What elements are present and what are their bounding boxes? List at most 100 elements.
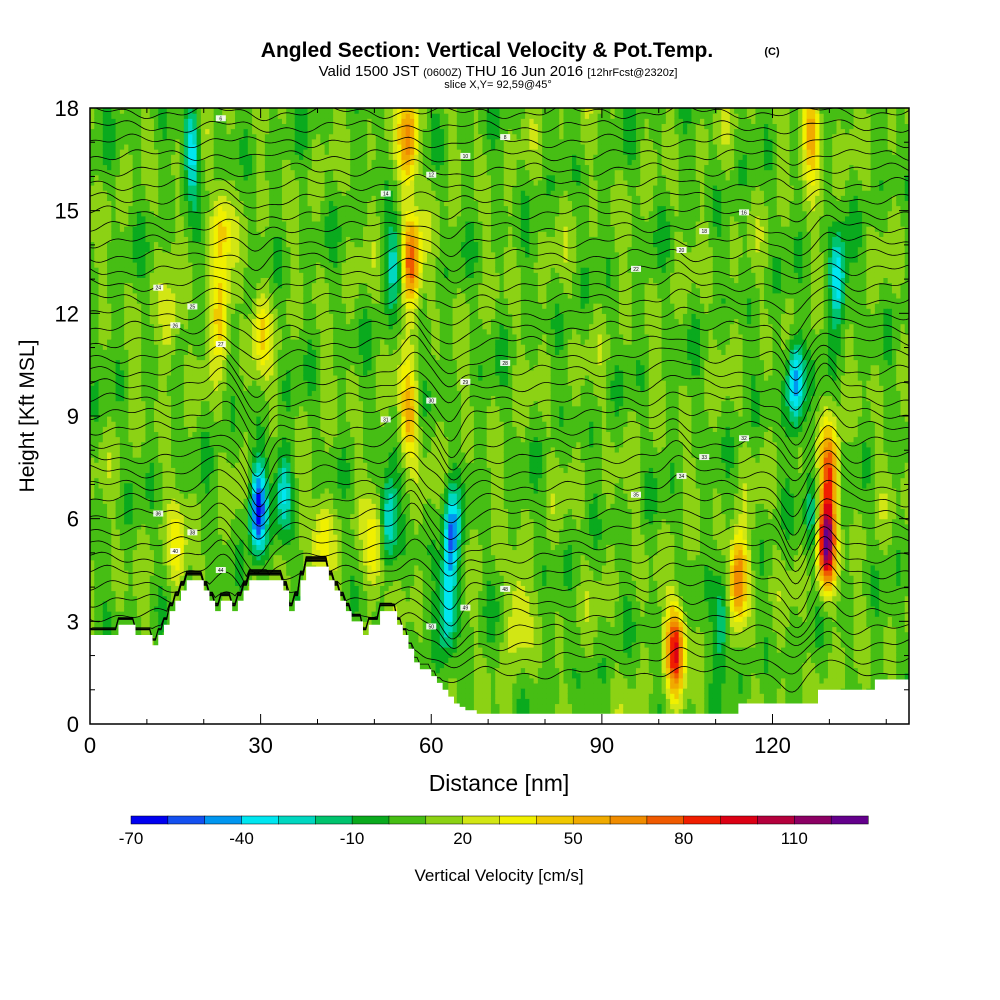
velocity-cell xyxy=(179,149,185,155)
velocity-cell xyxy=(162,611,168,617)
velocity-cell xyxy=(200,441,206,448)
velocity-cell xyxy=(179,215,185,222)
velocity-cell xyxy=(145,333,151,340)
velocity-cell xyxy=(205,297,211,304)
velocity-cell xyxy=(230,272,236,278)
velocity-cell xyxy=(171,354,176,361)
velocity-cell xyxy=(115,262,121,268)
velocity-cell xyxy=(166,277,172,284)
velocity-cell xyxy=(179,272,185,278)
velocity-cell xyxy=(200,174,206,181)
velocity-cell xyxy=(222,549,228,556)
velocity-cell xyxy=(217,154,223,160)
velocity-cell xyxy=(102,256,108,263)
velocity-cell xyxy=(158,477,164,484)
velocity-cell xyxy=(252,457,257,463)
velocity-cell xyxy=(166,410,172,417)
velocity-cell xyxy=(243,292,249,299)
velocity-cell xyxy=(196,503,202,509)
velocity-cell xyxy=(111,539,117,545)
velocity-cell xyxy=(252,441,257,448)
velocity-cell xyxy=(111,426,117,432)
velocity-cell xyxy=(158,318,164,325)
velocity-cell xyxy=(188,205,193,212)
velocity-cell xyxy=(128,328,134,335)
velocity-cell xyxy=(235,318,240,325)
velocity-cell xyxy=(162,554,168,561)
velocity-cell xyxy=(256,220,262,227)
velocity-cell xyxy=(196,400,202,407)
velocity-cell xyxy=(111,159,117,166)
velocity-cell xyxy=(141,559,147,566)
velocity-cell xyxy=(145,174,151,181)
velocity-cell xyxy=(200,287,206,294)
velocity-cell xyxy=(260,344,266,350)
velocity-cell xyxy=(252,256,257,263)
velocity-cell xyxy=(247,477,253,484)
velocity-cell xyxy=(171,575,176,581)
velocity-cell xyxy=(200,564,206,571)
velocity-cell xyxy=(145,395,151,402)
velocity-cell xyxy=(217,236,223,243)
velocity-cell xyxy=(175,508,181,515)
velocity-cell xyxy=(145,580,151,586)
velocity-cell xyxy=(179,226,185,232)
velocity-cell xyxy=(94,564,100,571)
velocity-cell xyxy=(166,359,172,366)
velocity-cell xyxy=(200,154,206,160)
velocity-cell xyxy=(175,436,181,443)
velocity-cell xyxy=(209,108,215,114)
velocity-cell xyxy=(111,313,117,320)
velocity-cell xyxy=(200,446,206,453)
velocity-cell xyxy=(209,256,215,263)
velocity-cell xyxy=(111,282,117,289)
velocity-cell xyxy=(183,421,189,427)
velocity-cell xyxy=(153,226,159,232)
velocity-cell xyxy=(213,523,219,530)
velocity-cell xyxy=(107,472,112,479)
velocity-cell xyxy=(252,385,257,391)
velocity-cell xyxy=(213,128,219,135)
velocity-cell xyxy=(179,559,185,566)
velocity-cell xyxy=(162,436,168,443)
velocity-cell xyxy=(149,626,155,633)
velocity-cell xyxy=(239,174,245,181)
velocity-cell xyxy=(230,503,236,509)
velocity-cell xyxy=(247,241,253,248)
velocity-cell xyxy=(136,241,142,248)
velocity-cell xyxy=(243,149,249,155)
velocity-cell xyxy=(209,220,215,227)
velocity-cell xyxy=(162,226,168,232)
velocity-cell xyxy=(162,123,168,130)
velocity-cell xyxy=(141,457,147,463)
velocity-cell xyxy=(136,133,142,140)
chart-subtitle: Valid 1500 JST (0600Z) THU 16 Jun 2016 [… xyxy=(319,63,678,80)
velocity-cell xyxy=(256,518,262,525)
velocity-cell xyxy=(111,174,117,181)
velocity-cell xyxy=(264,405,270,412)
velocity-cell xyxy=(119,426,125,432)
velocity-cell xyxy=(196,108,202,114)
velocity-cell xyxy=(149,462,155,468)
velocity-cell xyxy=(145,595,151,602)
velocity-cell xyxy=(247,369,253,376)
velocity-cell xyxy=(188,380,193,386)
velocity-cell xyxy=(183,272,189,278)
velocity-cell xyxy=(260,451,266,458)
velocity-cell xyxy=(243,359,249,366)
velocity-cell xyxy=(196,559,202,566)
velocity-cell xyxy=(107,451,112,458)
velocity-cell xyxy=(111,451,117,458)
velocity-cell xyxy=(260,241,266,248)
velocity-cell xyxy=(260,292,266,299)
velocity-cell xyxy=(179,421,185,427)
velocity-cell xyxy=(205,421,211,427)
velocity-cell xyxy=(94,149,100,155)
velocity-cell xyxy=(175,595,181,602)
velocity-cell xyxy=(124,185,129,191)
velocity-cell xyxy=(90,179,95,186)
velocity-cell xyxy=(98,616,104,622)
velocity-cell xyxy=(98,297,104,304)
velocity-cell xyxy=(209,272,215,278)
velocity-cell xyxy=(252,113,257,119)
